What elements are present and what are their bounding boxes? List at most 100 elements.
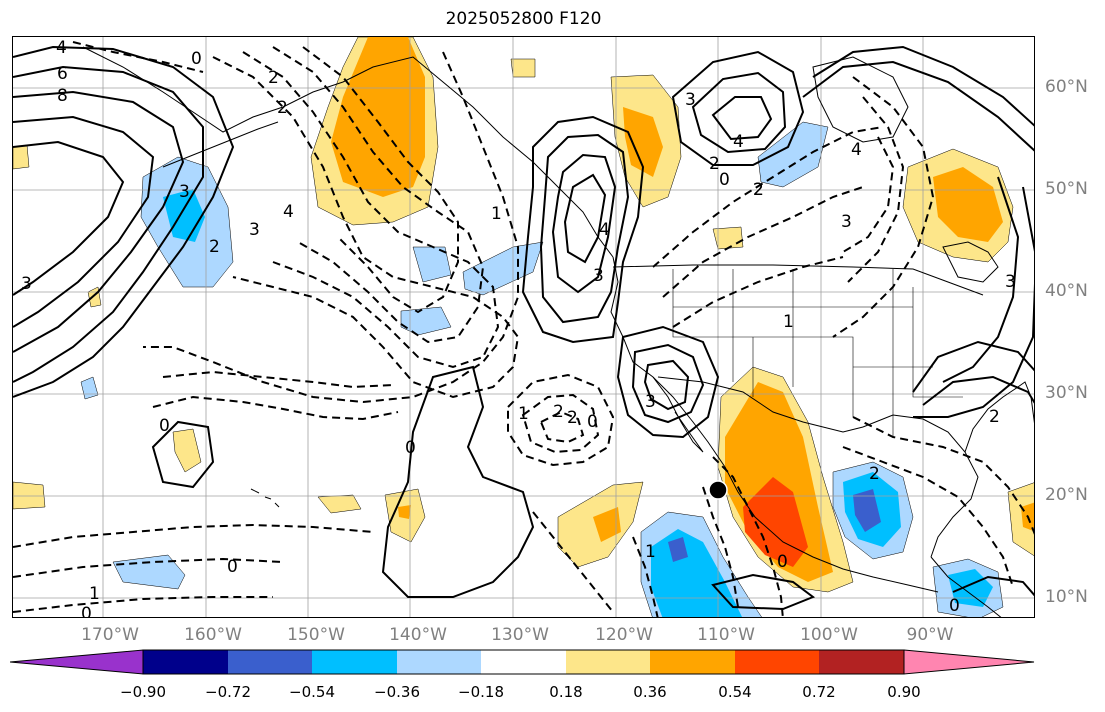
shade-orange-great-lakes [933, 167, 1003, 242]
colorbar-segment [566, 650, 650, 674]
solid-label: 0 [191, 49, 202, 69]
map-title: 2025052800 F120 [445, 9, 602, 29]
aleutian-islands [162, 121, 279, 168]
shade-yellow-small-4 [510, 58, 536, 78]
colorbar-segment [312, 650, 397, 674]
solid-label: 2 [989, 407, 1000, 427]
shade-orange-hawaii [398, 505, 411, 519]
dashed-label: 1 [89, 584, 100, 604]
solid-label: 3 [179, 182, 190, 202]
dashed-label: 2 [553, 402, 564, 422]
ridge-contour-2 [539, 133, 630, 324]
dashed-label: 4 [283, 202, 294, 222]
colorbar-segment [481, 650, 566, 674]
central-america [930, 556, 1002, 617]
solid-label: 3 [685, 90, 696, 110]
bc-trough-dash-3 [672, 256, 844, 328]
dashed-label: 0 [81, 604, 92, 618]
eastern-trough-1 [812, 45, 1034, 127]
plains-dash-2 [847, 96, 905, 283]
solid-label: 3 [593, 266, 604, 286]
cutoff-2 [631, 343, 705, 424]
shade-royal-tropical-east [668, 537, 688, 562]
colorbar-tick-label: −0.18 [458, 683, 504, 701]
dashed-label: 1 [518, 404, 529, 424]
subtropical-low-3 [539, 410, 585, 444]
dashed-label: 2 [753, 180, 764, 200]
longitude-label: 140°W [389, 625, 447, 645]
solid-label: 3 [1005, 272, 1016, 292]
colorbar-tick-label: −0.72 [205, 683, 251, 701]
bc-low-2 [691, 71, 787, 154]
shade-yellow-small-2 [172, 428, 202, 473]
colorbar-extend-low [10, 649, 144, 675]
west-coast-north-america [610, 256, 939, 593]
eastern-trough-4 [913, 186, 1034, 418]
colorbar-tick-label: 0.72 [802, 683, 836, 701]
hawaii-islands [250, 488, 280, 508]
colorbar-segment [397, 650, 481, 674]
dashed-contour-labels: 2 2 4 3 3 2 1 2 1 2 0 0 3 4 2 1 0 0 1 1 [21, 68, 880, 618]
solid-contours [13, 45, 1034, 611]
longitude-label: 150°W [287, 625, 345, 645]
shade-red-mexico [743, 477, 808, 567]
great-lakes [942, 241, 999, 283]
latitude-label: 60°N [1045, 77, 1088, 97]
colorbar-segment [143, 650, 228, 674]
cutoff-1 [616, 325, 720, 439]
southeast-zero-loop [711, 573, 816, 611]
colorbar-tick-label: 0.18 [549, 683, 583, 701]
ridge-contour-4 [563, 173, 607, 264]
state-borders [672, 269, 963, 437]
longitude-label: 110°W [697, 625, 755, 645]
dashed-label: 1 [645, 542, 656, 562]
solid-label: 0 [159, 416, 170, 436]
solid-label: 4 [599, 220, 610, 240]
shade-orange-bc-coast [623, 107, 663, 177]
solid-label: 4 [733, 132, 744, 152]
dashed-label: 2 [277, 98, 288, 118]
gulf-coast [862, 414, 979, 558]
solid-label: 6 [57, 64, 68, 84]
shade-yellow-small-3 [712, 226, 744, 250]
dashed-label: 1 [491, 204, 502, 224]
western-zero-loop [151, 420, 215, 489]
gulf-dash-2 [842, 446, 1014, 588]
bc-trough-dash-1 [652, 126, 884, 268]
longitude-label: 120°W [595, 625, 653, 645]
solid-label: 0 [405, 438, 416, 458]
solid-label: 0 [949, 596, 960, 616]
solid-label: 2 [753, 180, 764, 200]
longitude-label: 170°W [81, 625, 139, 645]
plains-dash-3 [842, 136, 895, 253]
dashed-label: 1 [783, 312, 794, 332]
longitude-label: 160°W [184, 625, 242, 645]
shade-cyan-caribbean [948, 569, 993, 607]
mexico-dash-2 [702, 486, 739, 608]
subtropical-low-1 [507, 373, 615, 467]
shade-yellow-small-5 [13, 144, 30, 170]
dashed-label: 3 [21, 274, 32, 294]
subtropical-low-2 [521, 393, 600, 454]
subtropical-zero [381, 365, 535, 598]
coastlines [82, 46, 1034, 617]
shade-orange-gulf-of-alaska [331, 37, 425, 197]
southeast-low-2 [922, 375, 1034, 406]
solid-contour-labels: 4 6 8 0 3 2 4 3 3 2 0 2 3 4 2 3 0 0 0 [56, 38, 1016, 616]
baja-california [652, 376, 704, 453]
solid-label: 2 [709, 154, 720, 174]
solid-label: 2 [209, 237, 220, 257]
shade-yellow-east-edge [1007, 482, 1034, 556]
shade-blue-small-5 [80, 376, 99, 400]
colorbar-tick-label: −0.54 [289, 683, 335, 701]
alaska-coast [82, 46, 614, 258]
dashed-label: 0 [777, 552, 788, 572]
colorbar-segment [819, 650, 904, 674]
shade-yellow-hawaii-west [13, 481, 46, 510]
dashed-label: 3 [841, 212, 852, 232]
plains-dash-1 [832, 76, 935, 338]
shading-layer [13, 37, 1034, 617]
dashed-label: 3 [249, 220, 260, 240]
ridge-contour-1 [521, 115, 645, 344]
shade-royal-gulf-mexico [853, 489, 881, 532]
